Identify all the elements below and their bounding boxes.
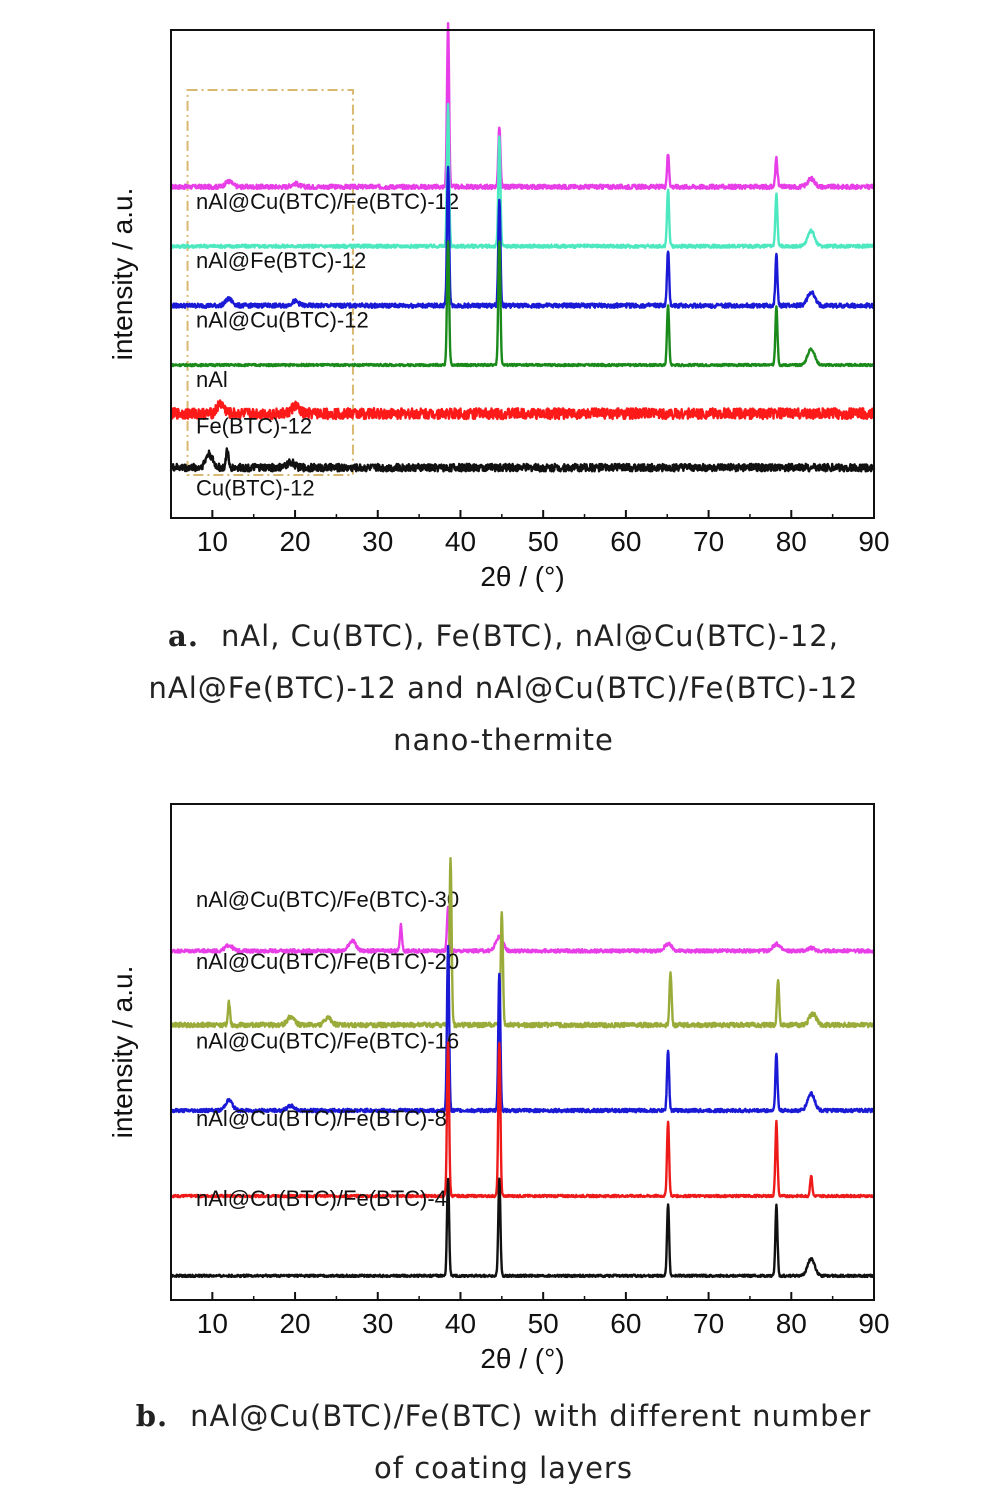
x-tick-label: 40 bbox=[445, 526, 476, 557]
x-tick-label: 20 bbox=[279, 526, 310, 557]
x-tick-label: 20 bbox=[279, 1308, 310, 1339]
x-tick-label: 60 bbox=[610, 526, 641, 557]
x-tick-label: 90 bbox=[858, 1308, 889, 1339]
series-label: nAl@Cu(BTC)/Fe(BTC)-16 bbox=[196, 1029, 459, 1054]
x-tick-label: 30 bbox=[362, 1308, 393, 1339]
series-line bbox=[169, 944, 876, 1114]
series-line bbox=[170, 857, 875, 1029]
x-tick-label: 50 bbox=[528, 526, 559, 557]
caption-b: b. nAl@Cu(BTC)/Fe(BTC) with different num… bbox=[135, 1399, 872, 1485]
series-line bbox=[170, 22, 876, 191]
x-tick-label: 80 bbox=[776, 526, 807, 557]
series-label: nAl@Cu(BTC)/Fe(BTC)-20 bbox=[196, 949, 459, 974]
x-axis-label: 2θ / (°) bbox=[480, 1343, 564, 1374]
series-line bbox=[170, 240, 875, 368]
series-line bbox=[169, 905, 876, 954]
x-tick-label: 30 bbox=[362, 526, 393, 557]
series-line bbox=[170, 1177, 875, 1279]
series-label: Cu(BTC)-12 bbox=[196, 476, 315, 501]
series-label: nAl bbox=[196, 367, 228, 392]
series-label: nAl@Cu(BTC)-12 bbox=[196, 308, 369, 333]
x-tick-label: 60 bbox=[610, 1308, 641, 1339]
y-axis-label: intensity / a.u. bbox=[107, 188, 138, 361]
x-tick-label: 80 bbox=[776, 1308, 807, 1339]
series-line bbox=[169, 165, 876, 309]
y-axis-label: intensity / a.u. bbox=[107, 966, 138, 1139]
series-line bbox=[169, 103, 876, 249]
plot-frame bbox=[170, 803, 875, 1301]
series-label: nAl@Cu(BTC)/Fe(BTC)-4 bbox=[196, 1186, 447, 1211]
x-tick-label: 50 bbox=[528, 1308, 559, 1339]
series-line bbox=[169, 399, 876, 421]
highlight-box bbox=[186, 89, 354, 476]
x-axis-label: 2θ / (°) bbox=[480, 561, 564, 592]
plot-frame bbox=[170, 29, 875, 519]
series-label: nAl@Cu(BTC)/Fe(BTC)-8 bbox=[196, 1106, 447, 1131]
x-tick-label: 70 bbox=[693, 526, 724, 557]
series-label: nAl@Cu(BTC)/Fe(BTC)-30 bbox=[196, 887, 459, 912]
x-tick-label: 10 bbox=[197, 1308, 228, 1339]
caption-a: a. nAl, Cu(BTC), Fe(BTC), nAl@Cu(BTC)-12,… bbox=[148, 619, 859, 757]
x-tick-label: 10 bbox=[197, 526, 228, 557]
series-label: Fe(BTC)-12 bbox=[196, 414, 312, 439]
x-tick-label: 90 bbox=[858, 526, 889, 557]
chart-b: nAl@Cu(BTC)/Fe(BTC)-30 nAl@Cu(BTC)/Fe(BTC… bbox=[107, 803, 890, 1374]
series-label: nAl@Cu(BTC)/Fe(BTC)-12 bbox=[196, 189, 459, 214]
chart-a: nAl@Cu(BTC)/Fe(BTC)-12 nAl@Fe(BTC)-12 nAl@… bbox=[107, 22, 890, 592]
x-tick-label: 40 bbox=[445, 1308, 476, 1339]
series-line bbox=[169, 447, 876, 473]
series-label: nAl@Fe(BTC)-12 bbox=[196, 248, 366, 273]
x-tick-label: 70 bbox=[693, 1308, 724, 1339]
series-line bbox=[169, 1041, 876, 1199]
